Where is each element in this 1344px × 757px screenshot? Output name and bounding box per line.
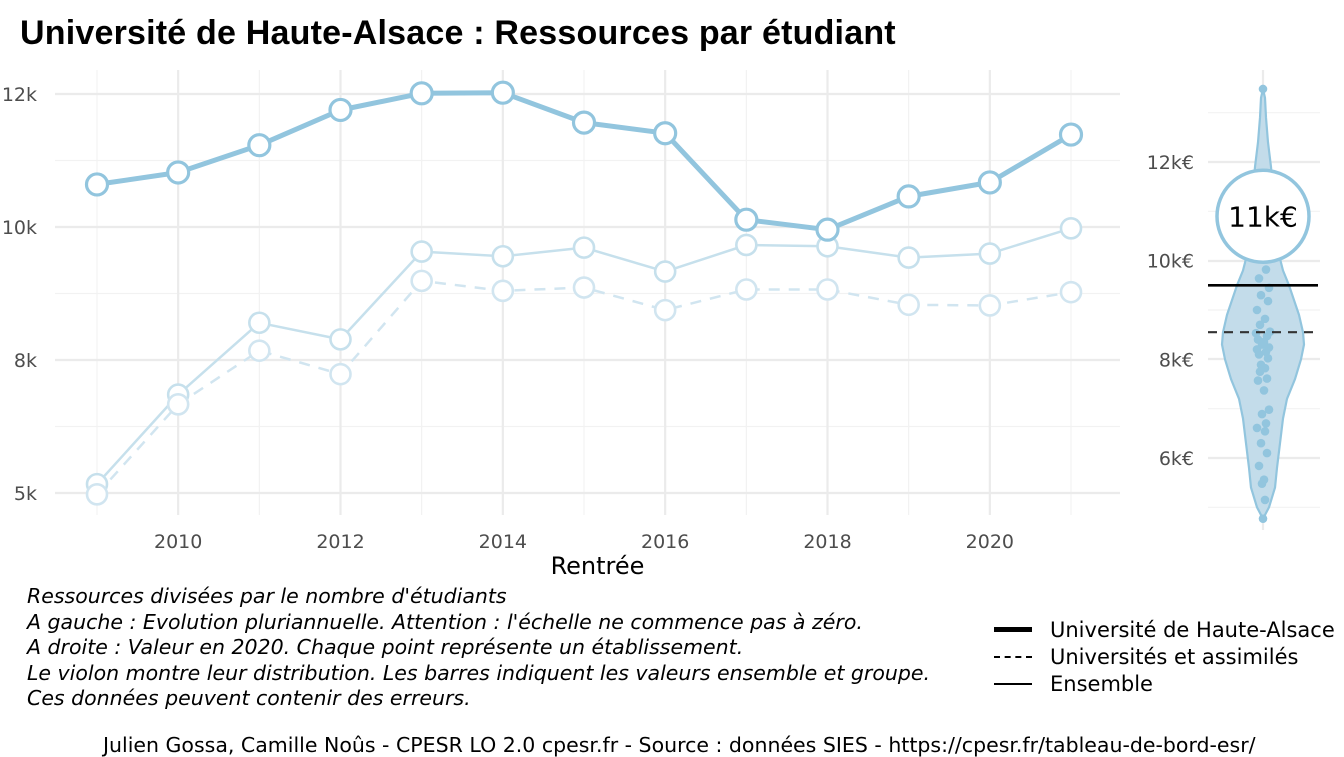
caption-line: A gauche : Evolution pluriannuelle. Atte… [27,609,863,634]
caption-line: Ces données peuvent contenir des erreurs… [27,686,471,710]
violin-point [1255,320,1265,330]
series-point [977,170,1002,195]
series-point [734,207,759,232]
series-point [816,278,839,301]
series-point [653,260,677,283]
y-tick-label: 8k [14,350,37,372]
violin-point [1258,84,1268,94]
series-point [735,278,758,301]
series-point [409,81,434,106]
legend-label: Ensemble [1050,671,1153,696]
series-point [978,294,1002,317]
caption: Ressources divisées par le nombre d'étud… [27,584,930,712]
series-point [166,393,190,416]
y-tick-label: 12k [2,84,37,106]
legend-item: Universités et assimilés [994,643,1335,670]
series-point [328,97,353,123]
series-point [329,328,352,351]
violin-panel: 6k€ 8k€ 10k€ 12k€ 11k€ [1147,70,1320,530]
series-point [572,236,596,259]
violin-point [1263,296,1273,306]
series-point [410,269,433,293]
series-point [410,240,433,263]
series-point [248,311,271,335]
caption-line: Ressources divisées par le nombre d'étud… [27,584,507,608]
legend-key-dashed [994,655,1032,658]
violin-point [1253,376,1263,385]
violin-point [1252,423,1262,433]
violin-point [1264,405,1274,414]
x-tick-label: 2018 [803,531,851,553]
caption-line: Le violon montre leur distribution. Les … [27,660,931,685]
x-tick-label: 2010 [154,531,202,553]
violin-point [1260,495,1270,505]
series-point [491,279,515,303]
x-tick-label: 2012 [316,531,364,553]
y-tick-label: 6k€ [1159,448,1194,470]
series-point [247,133,272,158]
y-tick-label: 10k [2,217,37,239]
caption-line: A droite : Valeur en 2020. Chaque point … [27,635,744,659]
violin-point [1259,386,1269,395]
series-point [1059,280,1083,304]
series-point [571,110,597,135]
violin-point [1262,374,1272,383]
series-point [897,293,920,317]
series-point [896,184,921,209]
violin-point [1262,448,1272,458]
series-point [1059,217,1083,240]
violin-point [1260,427,1270,436]
legend-item: Ensemble [994,670,1335,697]
series-point [815,217,840,242]
legend-key-solid [994,682,1032,685]
violin-point [1255,367,1265,376]
x-axis-title: Rentrée [551,552,645,580]
series-point [897,246,920,269]
violin-point [1257,409,1267,419]
highlight-bubble [1215,168,1311,265]
violin-point [1260,314,1270,324]
x-tick-label: 2020 [966,531,1014,553]
y-tick-label: 10k€ [1147,251,1194,273]
series-point [572,276,596,299]
violin-point [1261,265,1271,274]
line-panel: 5k 8k 10k 12k 2010 2012 2014 2016 2018 2020 Rentré… [2,70,1120,580]
violin-point [1254,350,1264,359]
chart-title: Université de Haute-Alsace : Ressources … [20,14,896,52]
y-tick-label: 8k€ [1159,349,1194,371]
series-point [166,160,191,185]
legend-label: Universités et assimilés [1050,644,1299,669]
x-tick-label: 2014 [479,531,527,553]
violin-point [1261,419,1271,428]
series-point [653,298,677,322]
legend-item: Université de Haute-Alsace [994,616,1335,643]
violin-point [1263,354,1273,363]
series-point [248,339,271,362]
series-point [1058,122,1084,147]
y-tick-label: 12k€ [1147,152,1194,174]
violin-point [1252,305,1262,315]
footer-credits: Julien Gossa, Camille Noûs - CPESR LO 2.… [103,733,1256,757]
violin-point [1254,274,1264,283]
series-point [490,80,515,105]
series-point [491,244,515,268]
series-point [84,172,110,197]
violin-point [1256,438,1266,448]
y-tick-label: 5k [14,483,37,505]
legend: Université de Haute-Alsace Universités e… [994,616,1335,697]
violin-point [1258,514,1268,523]
series-point [329,362,352,386]
x-tick-label: 2016 [641,531,689,553]
violin-point [1256,290,1266,300]
violin-point [1254,461,1264,471]
violin-point [1257,479,1267,488]
series-point [653,121,678,146]
series-point [735,233,758,257]
highlight-label: 11k€ [1228,200,1298,233]
legend-label: Université de Haute-Alsace [1050,617,1335,642]
legend-key-thick [994,627,1032,632]
series-point [978,242,1002,265]
series-point [85,483,109,506]
